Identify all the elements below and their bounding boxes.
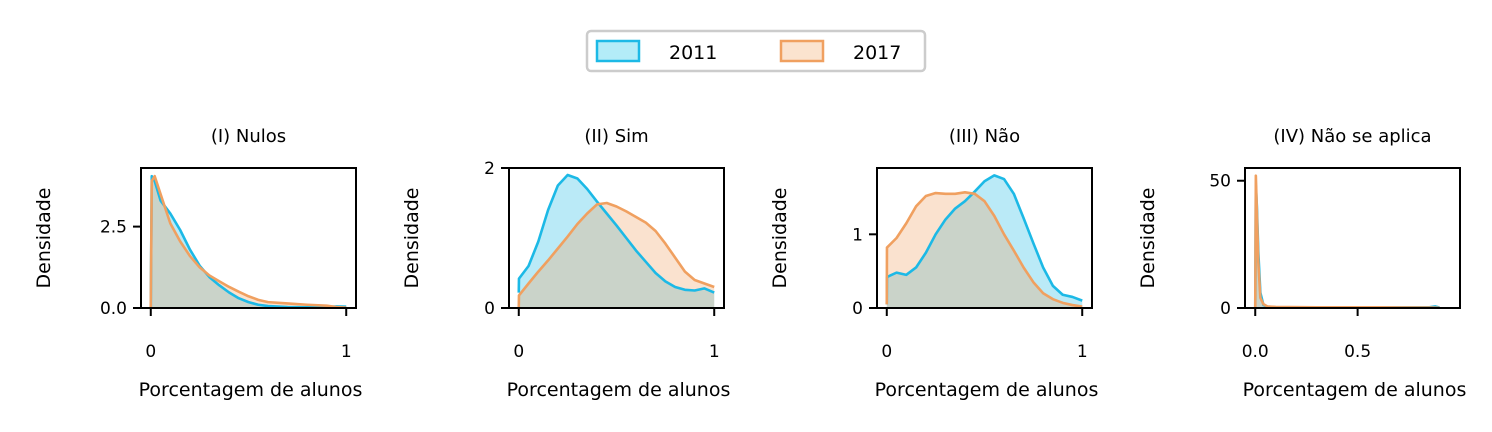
line-2017 xyxy=(885,191,1083,308)
line-2011 xyxy=(885,174,1083,305)
axes-frame xyxy=(876,167,1093,309)
y-tick-label: 50 xyxy=(1209,172,1231,192)
panel-title: (II) Sim xyxy=(584,126,648,147)
panel-4: 0.0 0.5 0 50 (IV) Não se aplica Porcentagem d… xyxy=(1137,126,1466,401)
area-2011 xyxy=(1255,185,1440,308)
y-tick-label: 1 xyxy=(852,225,863,245)
legend-swatch-2017 xyxy=(779,39,825,63)
y-tick-label: 0 xyxy=(852,299,863,319)
y-tick-label: 2 xyxy=(484,159,495,179)
y-axis-label: Densidade xyxy=(33,188,55,289)
y-tick-label: 0 xyxy=(484,299,495,319)
axes-frame xyxy=(140,167,357,309)
x-axis-label: Porcentagem de alunos xyxy=(507,379,731,401)
panel-2: 0 1 0 2 (II) Sim Porcentagem de alunos Densida… xyxy=(401,126,730,401)
axes-frame xyxy=(1244,167,1461,309)
x-axis-label: Porcentagem de alunos xyxy=(875,379,1099,401)
line-2017 xyxy=(517,201,715,308)
legend-frame xyxy=(585,29,927,73)
x-tick-label: 1 xyxy=(1077,342,1088,362)
legend-label-2017: 2017 xyxy=(853,42,901,64)
panel-3: 0 1 0 1 (III) Não Porcentagem de alunos Densid… xyxy=(769,126,1098,401)
panels: 0 1 0.0 2.5 (I) Nulos Porcentagem de alunos De… xyxy=(33,126,1466,401)
line-2017 xyxy=(149,174,347,308)
line-2011 xyxy=(517,173,715,294)
x-tick-label: 0.5 xyxy=(1344,342,1371,362)
legend-swatch-2011 xyxy=(595,39,641,63)
area-2017 xyxy=(886,192,1083,308)
x-tick-label: 1 xyxy=(709,342,720,362)
panel-title: (I) Nulos xyxy=(211,126,286,147)
y-axis-label: Densidade xyxy=(401,188,423,289)
y-axis-label: Densidade xyxy=(769,188,791,289)
line-2011 xyxy=(1253,184,1440,308)
panel-1: 0 1 0.0 2.5 (I) Nulos Porcentagem de alunos De… xyxy=(33,126,362,401)
x-tick-label: 0 xyxy=(145,342,156,362)
area-2017 xyxy=(1255,175,1440,308)
line-2017 xyxy=(1253,174,1440,308)
area-2011 xyxy=(886,175,1083,308)
panel-title: (IV) Não se aplica xyxy=(1273,126,1431,147)
area-2017 xyxy=(150,176,347,308)
area-2011 xyxy=(518,175,715,308)
legend-label-2011: 2011 xyxy=(669,42,717,64)
x-axis-label: Porcentagem de alunos xyxy=(139,379,363,401)
y-tick-label: 0 xyxy=(1220,299,1231,319)
y-axis-label: Densidade xyxy=(1137,188,1159,289)
x-tick-label: 1 xyxy=(341,342,352,362)
panel-title: (III) Não xyxy=(949,126,1020,147)
y-tick-label: 2.5 xyxy=(100,218,127,238)
x-axis-label: Porcentagem de alunos xyxy=(1243,379,1467,401)
x-tick-label: 0.0 xyxy=(1242,342,1269,362)
legend: 2011 2017 xyxy=(585,29,927,73)
x-tick-label: 0 xyxy=(513,342,524,362)
axes-frame xyxy=(508,167,725,309)
y-tick-label: 0.0 xyxy=(100,299,127,319)
area-2011 xyxy=(150,176,347,308)
x-tick-label: 0 xyxy=(881,342,892,362)
